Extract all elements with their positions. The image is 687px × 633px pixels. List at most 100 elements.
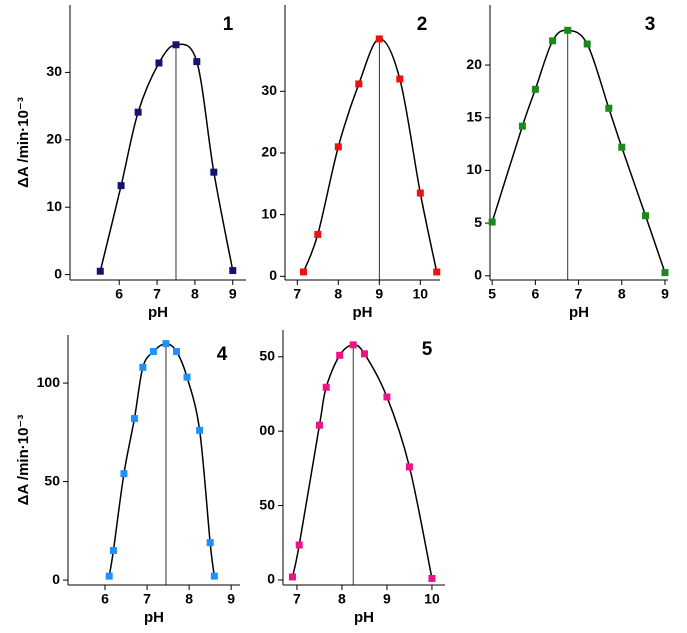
x-tick-label: 8 bbox=[618, 286, 626, 302]
data-point bbox=[360, 350, 368, 358]
data-point bbox=[183, 373, 191, 381]
y-tick-label: 5 bbox=[474, 214, 482, 230]
x-tick-label: 6 bbox=[531, 286, 539, 302]
panel-title: 4 bbox=[217, 344, 228, 365]
x-tick-label: 8 bbox=[338, 591, 346, 607]
y-tick-label: 20 bbox=[466, 56, 482, 72]
data-point bbox=[172, 41, 180, 49]
data-point bbox=[120, 470, 128, 478]
x-tick-label: 9 bbox=[661, 286, 669, 302]
data-point bbox=[642, 212, 650, 220]
data-point bbox=[206, 539, 214, 547]
y-tick-label: 100 bbox=[37, 374, 61, 390]
y-tick-label: 0 bbox=[269, 267, 277, 283]
y-axis-label: ΔA /min·10⁻³ bbox=[15, 415, 32, 506]
data-point bbox=[583, 40, 591, 48]
x-tick-label: 10 bbox=[424, 591, 440, 607]
data-point bbox=[396, 75, 404, 83]
panel-title: 2 bbox=[417, 14, 428, 35]
x-tick-label: 7 bbox=[153, 286, 161, 302]
data-point bbox=[210, 168, 218, 176]
panel-title: 1 bbox=[223, 14, 234, 35]
data-point bbox=[549, 37, 557, 45]
x-tick-label: 9 bbox=[227, 591, 235, 607]
y-tick-label: 0 bbox=[54, 265, 62, 281]
data-point bbox=[322, 383, 330, 391]
data-point bbox=[193, 58, 201, 66]
data-point bbox=[433, 268, 441, 276]
data-point bbox=[105, 572, 113, 580]
data-point bbox=[155, 59, 163, 67]
x-tick-label: 9 bbox=[229, 286, 237, 302]
y-tick-label: 00 bbox=[259, 422, 275, 438]
y-tick-label: 10 bbox=[261, 205, 277, 221]
x-axis-label: pH bbox=[144, 609, 164, 626]
data-point bbox=[117, 182, 125, 190]
data-point bbox=[314, 230, 322, 238]
data-point bbox=[336, 351, 344, 359]
data-point bbox=[428, 574, 436, 582]
data-point bbox=[162, 340, 170, 348]
data-point bbox=[315, 421, 323, 429]
x-tick-label: 8 bbox=[334, 286, 342, 302]
x-tick-label: 7 bbox=[293, 286, 301, 302]
curve bbox=[291, 344, 433, 579]
data-point bbox=[229, 267, 237, 275]
y-tick-label: 20 bbox=[261, 144, 277, 160]
x-tick-label: 6 bbox=[101, 591, 109, 607]
y-tick-label: 0 bbox=[267, 571, 275, 587]
y-axis-label: ΔA /min·10⁻³ bbox=[15, 97, 32, 188]
data-point bbox=[149, 348, 157, 356]
x-tick-label: 7 bbox=[293, 591, 301, 607]
data-point bbox=[531, 85, 539, 93]
data-point bbox=[618, 143, 626, 151]
x-tick-label: 7 bbox=[143, 591, 151, 607]
x-tick-label: 9 bbox=[383, 591, 391, 607]
data-point bbox=[605, 104, 613, 112]
data-point bbox=[661, 269, 669, 277]
data-point bbox=[109, 547, 117, 555]
y-tick-label: 30 bbox=[261, 82, 277, 98]
y-tick-label: 30 bbox=[46, 63, 62, 79]
data-point bbox=[288, 573, 296, 581]
y-tick-label: 50 bbox=[44, 472, 60, 488]
data-point bbox=[134, 108, 142, 116]
x-axis-label: pH bbox=[148, 304, 168, 321]
data-point bbox=[295, 541, 303, 549]
data-point bbox=[518, 122, 526, 130]
data-point bbox=[383, 393, 391, 401]
x-axis-label: pH bbox=[354, 609, 374, 626]
x-tick-label: 5 bbox=[488, 286, 496, 302]
data-point bbox=[375, 35, 383, 43]
data-point bbox=[334, 143, 342, 151]
data-point bbox=[416, 189, 424, 197]
y-tick-label: 10 bbox=[46, 198, 62, 214]
curve bbox=[99, 43, 234, 272]
x-tick-label: 6 bbox=[115, 286, 123, 302]
x-tick-label: 10 bbox=[413, 286, 429, 302]
y-tick-label: 0 bbox=[474, 266, 482, 282]
data-point bbox=[172, 348, 180, 356]
data-point bbox=[210, 572, 218, 580]
curve bbox=[491, 29, 666, 273]
x-tick-label: 9 bbox=[375, 286, 383, 302]
data-point bbox=[299, 268, 307, 276]
x-tick-label: 7 bbox=[575, 286, 583, 302]
curve bbox=[108, 342, 216, 577]
x-tick-label: 8 bbox=[191, 286, 199, 302]
data-point bbox=[564, 26, 572, 34]
data-point bbox=[139, 363, 147, 371]
data-point bbox=[196, 426, 204, 434]
panel-title: 5 bbox=[422, 339, 433, 360]
y-tick-label: 20 bbox=[46, 131, 62, 147]
y-tick-label: 10 bbox=[466, 161, 482, 177]
curve bbox=[302, 38, 438, 273]
y-tick-label: 0 bbox=[52, 571, 60, 587]
panel-title: 3 bbox=[645, 14, 656, 35]
x-tick-label: 8 bbox=[185, 591, 193, 607]
y-tick-label: 50 bbox=[259, 496, 275, 512]
x-axis-label: pH bbox=[569, 304, 589, 321]
y-tick-label: 15 bbox=[466, 108, 482, 124]
data-point bbox=[488, 218, 496, 226]
data-point bbox=[349, 341, 357, 349]
